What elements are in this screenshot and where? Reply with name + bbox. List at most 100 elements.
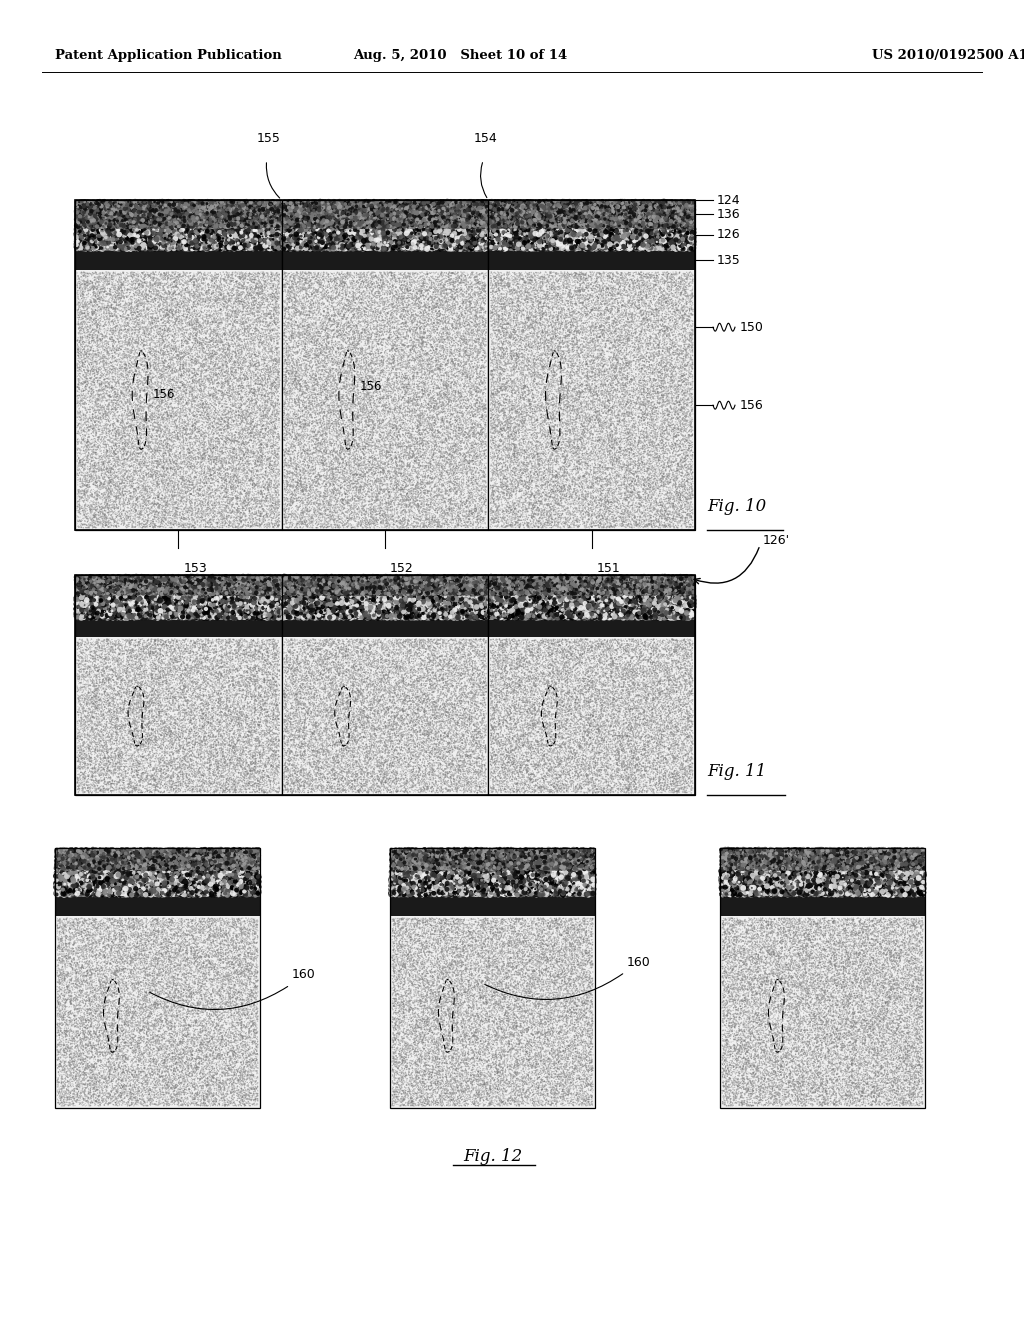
Point: [598, 496, 614, 517]
Point: [82, 284, 98, 305]
Point: [400, 843, 417, 865]
Point: [685, 569, 701, 590]
Point: [904, 879, 921, 900]
Point: [649, 444, 666, 465]
Point: [56, 863, 73, 884]
Point: [469, 870, 485, 891]
Point: [165, 862, 181, 883]
Point: [141, 1051, 158, 1072]
Point: [801, 920, 817, 941]
Point: [486, 420, 503, 441]
Point: [637, 220, 653, 242]
Point: [68, 1090, 84, 1111]
Point: [821, 871, 838, 892]
Point: [124, 975, 140, 997]
Point: [270, 510, 287, 531]
Point: [297, 438, 313, 459]
Point: [396, 418, 413, 440]
Point: [531, 597, 548, 618]
Point: [239, 261, 255, 282]
Point: [210, 1020, 226, 1041]
Point: [496, 973, 512, 994]
Point: [251, 449, 267, 470]
Point: [503, 277, 519, 298]
Point: [743, 1096, 760, 1117]
Point: [612, 438, 629, 459]
Point: [162, 469, 178, 490]
Point: [276, 216, 293, 238]
Point: [278, 656, 294, 677]
Point: [116, 354, 132, 375]
Point: [627, 698, 643, 719]
Point: [505, 775, 521, 796]
Point: [410, 440, 426, 461]
Point: [744, 866, 761, 887]
Point: [247, 359, 263, 380]
Point: [69, 202, 85, 223]
Point: [489, 601, 506, 622]
Point: [86, 915, 102, 936]
Point: [658, 391, 675, 412]
Point: [899, 861, 915, 882]
Point: [359, 368, 376, 389]
Point: [657, 408, 674, 429]
Point: [644, 401, 660, 422]
Point: [501, 704, 517, 725]
Point: [236, 308, 252, 329]
Point: [364, 275, 380, 296]
Point: [455, 305, 471, 326]
Point: [108, 236, 124, 257]
Point: [584, 220, 600, 242]
Point: [455, 442, 471, 463]
Point: [568, 664, 585, 685]
Point: [497, 193, 513, 214]
Point: [845, 1093, 861, 1114]
Point: [882, 841, 898, 862]
Point: [582, 598, 598, 619]
Point: [143, 935, 160, 956]
Point: [507, 880, 523, 902]
Point: [515, 573, 531, 594]
Point: [292, 491, 308, 512]
Point: [106, 865, 123, 886]
Point: [237, 318, 253, 339]
Point: [236, 882, 252, 903]
Point: [413, 882, 429, 903]
Point: [123, 573, 139, 594]
Point: [563, 219, 580, 240]
Point: [674, 370, 690, 391]
Point: [242, 946, 258, 968]
Point: [326, 368, 342, 389]
Point: [601, 636, 617, 657]
Point: [536, 599, 552, 620]
Point: [195, 441, 211, 462]
Point: [563, 640, 580, 661]
Point: [727, 1085, 743, 1106]
Point: [136, 880, 153, 902]
Point: [358, 226, 375, 247]
Point: [121, 1045, 137, 1067]
Point: [431, 738, 447, 759]
Point: [895, 857, 911, 878]
Point: [575, 381, 592, 403]
Point: [129, 418, 145, 440]
Point: [269, 643, 286, 664]
Point: [548, 227, 564, 248]
Point: [561, 586, 578, 607]
Point: [682, 589, 698, 610]
Point: [331, 219, 347, 240]
Point: [86, 289, 102, 310]
Point: [416, 205, 432, 226]
Point: [303, 421, 319, 442]
Point: [334, 321, 350, 342]
Point: [223, 479, 240, 500]
Point: [125, 1092, 141, 1113]
Point: [516, 388, 532, 409]
Point: [257, 202, 273, 223]
Point: [459, 269, 475, 290]
Point: [244, 313, 260, 334]
Point: [169, 351, 185, 372]
Point: [153, 195, 169, 216]
Point: [534, 863, 550, 884]
Point: [151, 870, 167, 891]
